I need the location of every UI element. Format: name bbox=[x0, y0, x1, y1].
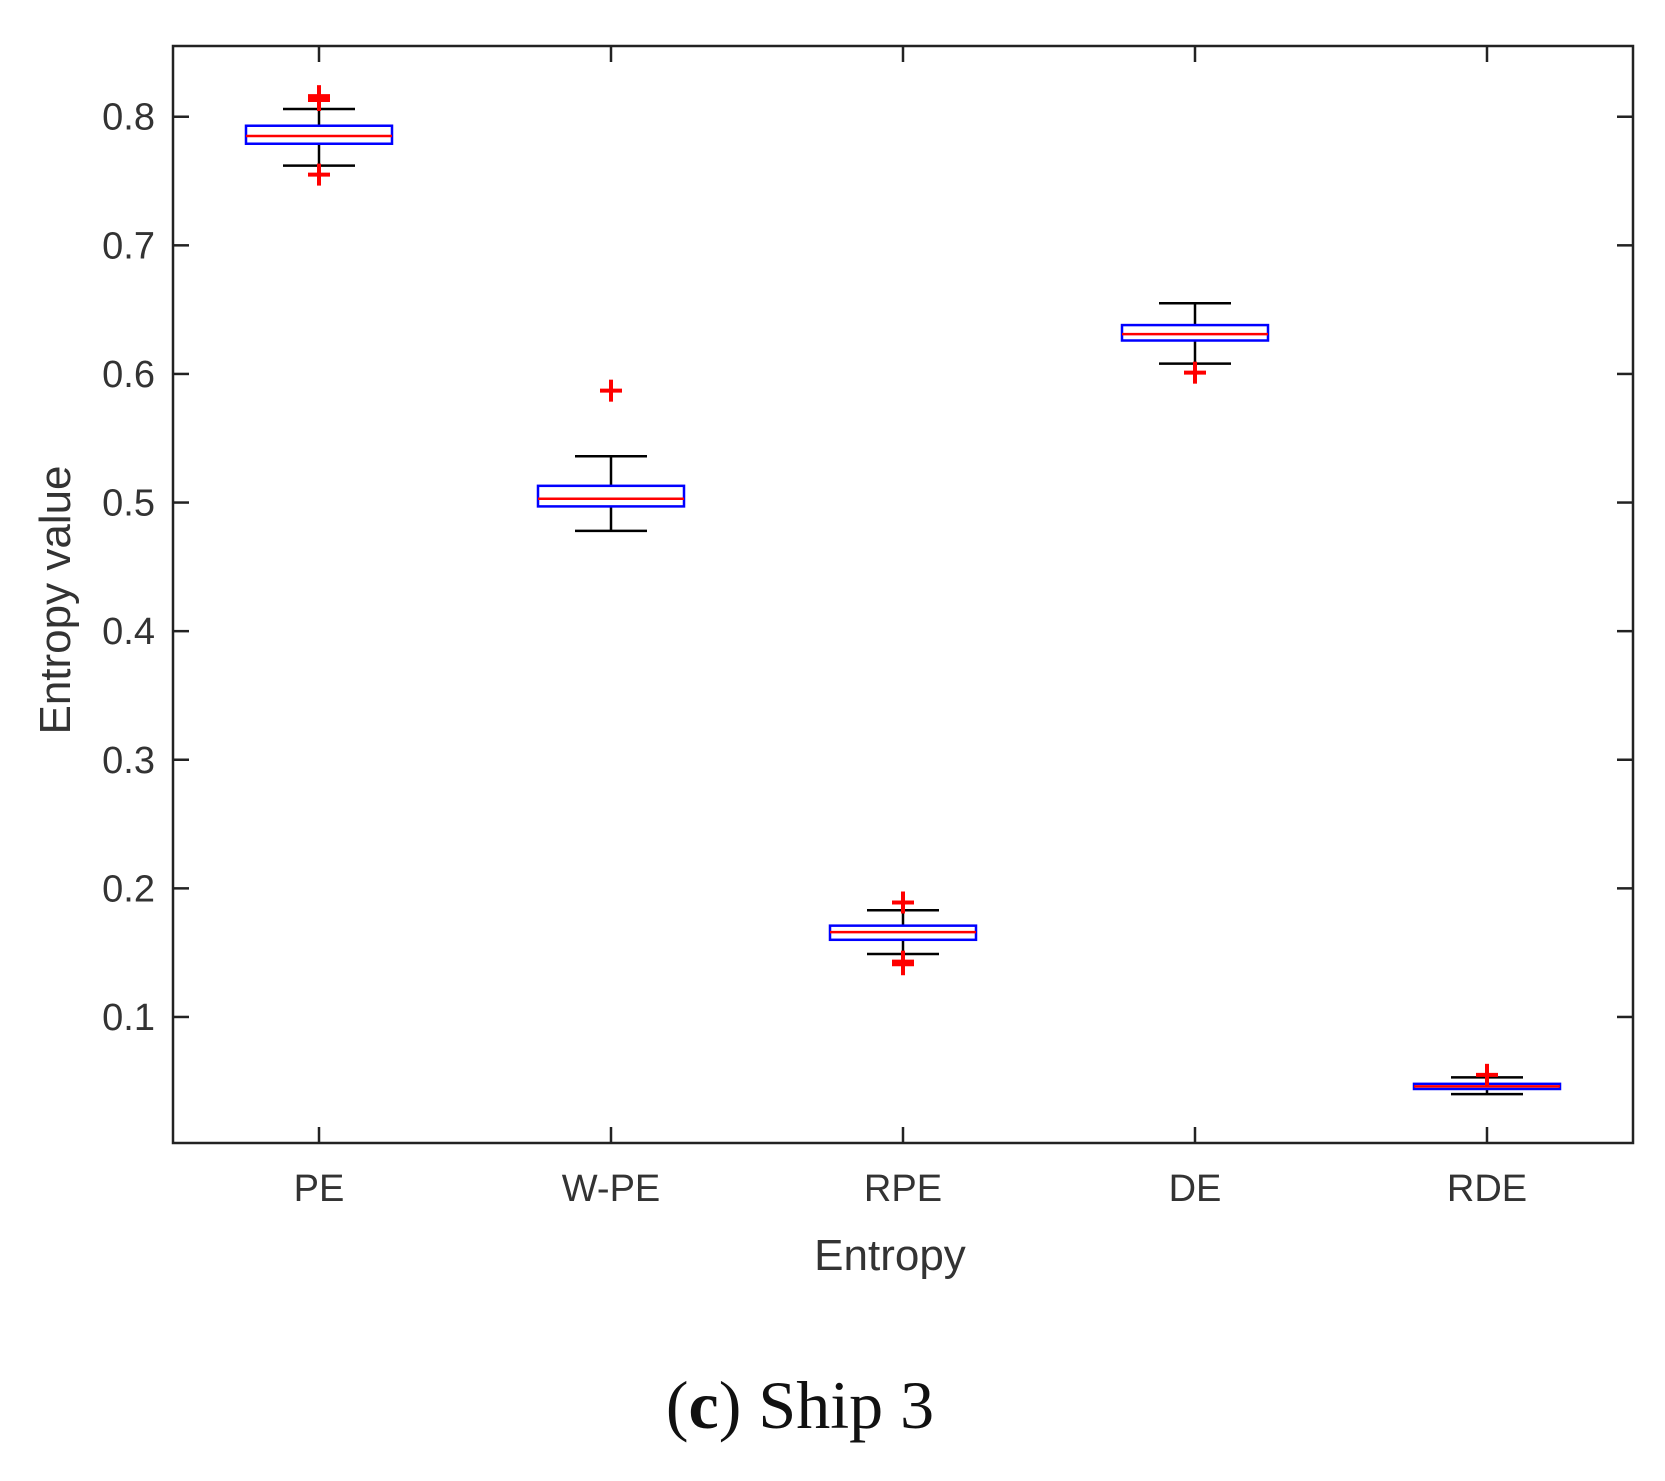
y-tick-label: 0.8 bbox=[102, 97, 155, 139]
y-tick-label: 0.3 bbox=[102, 740, 155, 782]
outlier-marker bbox=[1476, 1063, 1498, 1086]
outlier-marker bbox=[1184, 361, 1206, 384]
outlier-marker bbox=[892, 891, 914, 914]
box-w-pe bbox=[536, 484, 686, 508]
x-tick-label: RDE bbox=[1447, 1168, 1527, 1210]
x-tick-label: RPE bbox=[864, 1168, 942, 1210]
caption-text: Ship 3 bbox=[758, 1367, 934, 1443]
x-axis-title: Entropy bbox=[814, 1231, 966, 1280]
y-tick-label: 0.6 bbox=[102, 354, 155, 396]
x-tick-label: W-PE bbox=[562, 1168, 661, 1210]
x-tick-label: DE bbox=[1169, 1168, 1222, 1210]
box-de bbox=[1120, 323, 1270, 342]
outlier-marker bbox=[308, 163, 330, 186]
y-axis-title: Entropy value bbox=[31, 465, 80, 734]
plot-frame bbox=[171, 44, 1635, 1145]
box-pe bbox=[244, 124, 394, 145]
y-tick-label: 0.5 bbox=[102, 483, 155, 525]
y-tick-label: 0.7 bbox=[102, 225, 155, 267]
y-tick-label: 0.2 bbox=[102, 868, 155, 910]
outlier-marker bbox=[600, 379, 622, 402]
y-tick-label: 0.4 bbox=[102, 611, 155, 653]
y-tick-label: 0.1 bbox=[102, 997, 155, 1039]
plot-area: 0.1 0.2 0.3 0.4 0.5 0.6 0.7 0.8 PE W-PE RPE DE RDE bbox=[102, 44, 1635, 1210]
outlier-marker bbox=[892, 953, 914, 976]
x-tick-label: PE bbox=[294, 1168, 345, 1210]
outlier-marker bbox=[308, 89, 330, 112]
figure-caption: (c) Ship 3 bbox=[666, 1367, 934, 1443]
caption-label: c bbox=[689, 1367, 719, 1443]
